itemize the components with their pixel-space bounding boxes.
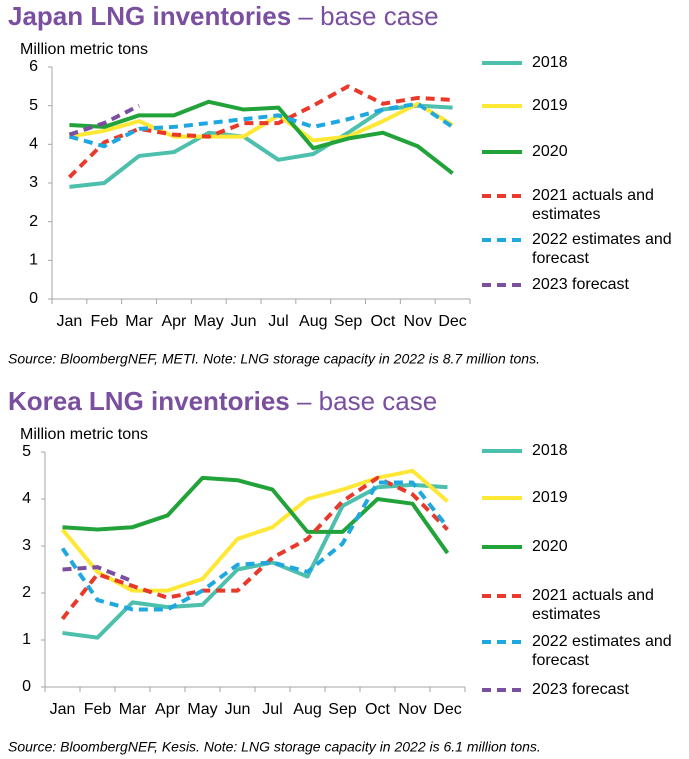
legend-label: 2019 — [532, 97, 568, 114]
chart-title: Korea LNG inventories – base case — [8, 386, 437, 416]
x-tick-label: Jun — [225, 701, 251, 718]
legend-label: 2020 — [532, 538, 568, 555]
y-tick-label: 1 — [29, 252, 38, 269]
legend-label: 2018 — [532, 54, 568, 71]
title-sub: – base case — [297, 386, 437, 416]
series-line — [60, 480, 450, 612]
series-line — [68, 101, 454, 149]
legend-label: 2020 — [532, 143, 568, 160]
title-sub: – base case — [298, 1, 438, 31]
y-axis-label: Million metric tons — [20, 41, 148, 58]
series-line — [68, 103, 140, 137]
y-tick-label: 1 — [22, 631, 31, 648]
legend-label: 2019 — [532, 489, 568, 506]
series-line — [62, 482, 448, 640]
y-tick-label: 3 — [22, 537, 31, 554]
y-tick-label: 2 — [22, 584, 31, 601]
x-tick-label: Aug — [299, 313, 327, 330]
x-tick-label: Dec — [433, 701, 461, 718]
y-tick-label: 5 — [22, 443, 31, 460]
x-tick-label: May — [187, 701, 217, 718]
y-tick-label: 4 — [29, 136, 38, 153]
x-tick-label: Apr — [161, 313, 187, 330]
x-tick-label: Oct — [370, 313, 395, 330]
x-tick-label: Apr — [155, 701, 181, 718]
x-tick-label: Jul — [268, 313, 288, 330]
x-tick-label: May — [194, 313, 224, 330]
series-line — [62, 565, 134, 584]
legend-label: 2022 estimates and forecast — [532, 231, 676, 267]
x-tick-label: Jul — [262, 701, 282, 718]
x-tick-label: Oct — [365, 701, 390, 718]
legend-label: 2018 — [532, 442, 568, 459]
series-line — [60, 468, 449, 593]
x-tick-label: Jun — [231, 313, 257, 330]
series-line — [69, 101, 454, 143]
y-tick-label: 2 — [29, 213, 38, 230]
legend-line: 2021 actuals and — [532, 187, 658, 204]
x-tick-label: Sep — [328, 701, 357, 718]
x-tick-label: Mar — [125, 313, 153, 330]
legend-line: forecast — [532, 652, 589, 669]
y-tick-label: 0 — [29, 290, 38, 307]
series-line — [62, 475, 450, 555]
x-tick-label: Jan — [50, 701, 76, 718]
x-tick-label: Feb — [90, 313, 118, 330]
y-tick-label: 4 — [22, 490, 31, 507]
series-line — [60, 475, 449, 621]
legend-line: 2022 estimates and — [532, 633, 676, 650]
x-tick-label: Dec — [438, 313, 466, 330]
legend-label: 2021 actuals and estimates — [532, 587, 658, 623]
x-tick-label: Nov — [398, 701, 426, 718]
y-axis-label: Million metric tons — [20, 426, 148, 443]
y-tick-label: 5 — [29, 97, 38, 114]
series-line — [69, 99, 454, 175]
legend-label: 2023 forecast — [532, 276, 630, 293]
source-note: Source: BloombergNEF, METI. Note: LNG st… — [8, 351, 540, 367]
legend-line: 2022 estimates and — [532, 231, 676, 248]
legend-line: estimates — [532, 206, 600, 223]
y-tick-label: 3 — [29, 174, 38, 191]
x-tick-label: Sep — [334, 313, 363, 330]
x-tick-label: Feb — [84, 701, 112, 718]
x-tick-label: Aug — [293, 701, 321, 718]
title-main: Korea LNG inventories — [8, 386, 290, 416]
x-tick-label: Nov — [404, 313, 432, 330]
legend-label: 2021 actuals and estimates — [532, 187, 658, 223]
y-tick-label: 6 — [29, 58, 38, 75]
x-tick-label: Mar — [119, 701, 147, 718]
legend-line: 2021 actuals and — [532, 587, 658, 604]
y-tick-label: 0 — [22, 678, 31, 695]
series-line — [69, 103, 453, 189]
title-main: Japan LNG inventories — [8, 1, 291, 31]
legend-label: 2022 estimates and forecast — [532, 633, 676, 669]
chart-title: Japan LNG inventories – base case — [8, 1, 439, 31]
source-note: Source: BloombergNEF, Kesis. Note: LNG s… — [8, 739, 541, 755]
legend-line: estimates — [532, 606, 600, 623]
legend-label: 2023 forecast — [532, 681, 630, 698]
legend-line: forecast — [532, 250, 589, 267]
x-tick-label: Jan — [57, 313, 83, 330]
